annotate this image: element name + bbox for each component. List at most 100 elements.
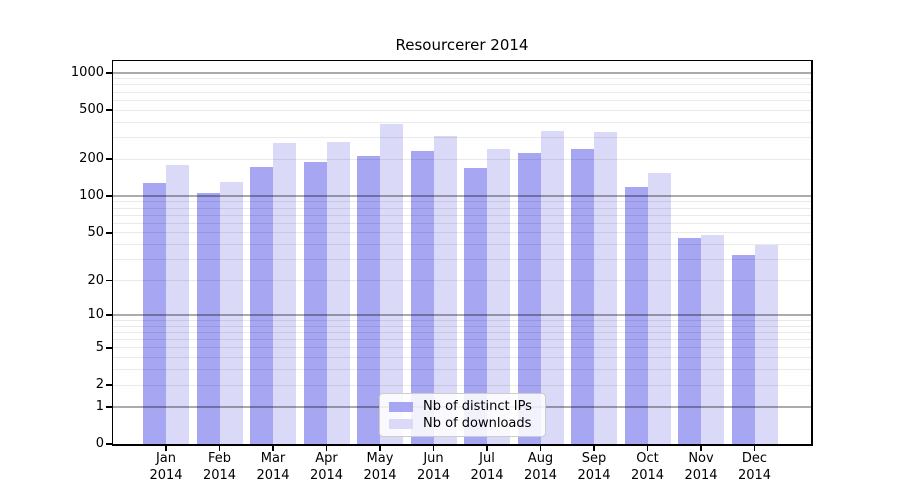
left-spine bbox=[111, 59, 113, 446]
x-tick-label-sep: Sep 2014 bbox=[562, 451, 626, 484]
bar-distinct-ips-dec bbox=[731, 254, 755, 444]
x-tick-mark bbox=[432, 446, 435, 451]
x-tick-mark bbox=[325, 446, 328, 451]
minor-gridline bbox=[113, 99, 811, 101]
legend-label-distinct-ips: Nb of distinct IPs bbox=[423, 399, 532, 414]
y-tick-mark bbox=[105, 443, 112, 445]
bar-downloads-jun bbox=[433, 135, 457, 444]
x-tick-mark bbox=[539, 446, 542, 451]
minor-gridline bbox=[113, 91, 811, 93]
x-tick-mark bbox=[165, 446, 167, 451]
year-label: 2014 bbox=[470, 467, 504, 483]
month-label: Mar bbox=[260, 451, 286, 466]
legend-item-distinct-ips: Nb of distinct IPs bbox=[389, 399, 536, 414]
minor-gridline bbox=[113, 339, 811, 340]
year-label: 2014 bbox=[737, 467, 772, 483]
bottom-spine bbox=[111, 444, 813, 446]
minor-gridline bbox=[113, 369, 811, 371]
month-label: Dec bbox=[741, 451, 768, 466]
major-gridline bbox=[113, 72, 811, 74]
x-tick-mark bbox=[593, 446, 595, 451]
x-tick-label-nov: Nov 2014 bbox=[669, 451, 733, 484]
bar-distinct-ips-nov bbox=[678, 238, 701, 444]
minor-gridline bbox=[113, 109, 811, 111]
month-label: Sep bbox=[581, 451, 607, 466]
year-label: 2014 bbox=[416, 467, 451, 483]
bar-downloads-mar bbox=[273, 143, 296, 444]
y-tick-label: 2 bbox=[95, 377, 104, 392]
x-tick-label-apr: Apr 2014 bbox=[295, 451, 359, 484]
bar-distinct-ips-sep bbox=[571, 149, 594, 444]
y-tick-label: 5 bbox=[95, 339, 104, 355]
bar-distinct-ips-may bbox=[357, 156, 380, 444]
y-tick-label: 1000 bbox=[70, 64, 104, 80]
legend-item-downloads: Nb of downloads bbox=[389, 416, 536, 431]
legend-swatch-downloads bbox=[389, 418, 413, 429]
minor-gridline bbox=[113, 347, 811, 349]
month-label: Nov bbox=[688, 451, 714, 466]
minor-gridline bbox=[113, 259, 811, 261]
legend: Nb of distinct IPs Nb of downloads bbox=[379, 393, 546, 437]
x-tick-label-oct: Oct 2014 bbox=[616, 451, 680, 484]
month-label: Aug bbox=[527, 451, 554, 466]
y-tick-mark bbox=[105, 72, 112, 74]
minor-gridline bbox=[113, 222, 811, 224]
minor-gridline bbox=[113, 201, 811, 203]
year-label: 2014 bbox=[256, 467, 290, 483]
bar-distinct-ips-aug bbox=[517, 153, 541, 444]
major-gridline bbox=[113, 195, 811, 197]
y-tick-mark bbox=[105, 314, 112, 316]
bar-distinct-ips-apr bbox=[303, 161, 327, 444]
minor-gridline bbox=[113, 158, 811, 160]
bar-downloads-may bbox=[380, 124, 403, 444]
x-tick-mark bbox=[646, 446, 649, 451]
x-tick-mark bbox=[753, 446, 756, 451]
bar-distinct-ips-jul bbox=[464, 168, 487, 444]
bar-downloads-oct bbox=[647, 173, 671, 444]
year-label: 2014 bbox=[523, 467, 558, 483]
minor-gridline bbox=[113, 214, 811, 216]
year-label: 2014 bbox=[202, 467, 237, 483]
x-tick-label-dec: Dec 2014 bbox=[723, 451, 787, 484]
y-tick-label: 10 bbox=[87, 307, 104, 323]
plot-area bbox=[113, 61, 811, 444]
bar-distinct-ips-oct bbox=[624, 186, 648, 444]
legend-label-downloads: Nb of downloads bbox=[423, 416, 532, 431]
month-label: Jan bbox=[155, 451, 177, 466]
minor-gridline bbox=[113, 121, 811, 123]
minor-gridline bbox=[113, 84, 811, 86]
bar-downloads-dec bbox=[754, 244, 778, 444]
year-label: 2014 bbox=[309, 467, 344, 483]
bar-downloads-nov bbox=[701, 235, 724, 444]
bar-downloads-jul bbox=[487, 149, 510, 444]
top-spine bbox=[111, 59, 813, 61]
bar-downloads-aug bbox=[540, 130, 564, 444]
x-tick-label-aug: Aug 2014 bbox=[509, 451, 573, 484]
minor-gridline bbox=[113, 331, 811, 333]
y-tick-label: 0 bbox=[95, 436, 104, 451]
bar-downloads-feb bbox=[219, 181, 243, 444]
y-tick-mark bbox=[105, 347, 112, 349]
minor-gridline bbox=[113, 319, 811, 321]
y-tick-label: 1 bbox=[95, 398, 104, 414]
month-label: Apr bbox=[315, 451, 338, 466]
minor-gridline bbox=[113, 232, 811, 234]
bar-downloads-jan bbox=[166, 164, 189, 444]
minor-gridline bbox=[113, 280, 811, 281]
year-label: 2014 bbox=[630, 467, 665, 483]
x-tick-label-feb: Feb 2014 bbox=[188, 451, 252, 484]
bar-downloads-sep bbox=[594, 132, 617, 444]
x-tick-label-jun: Jun 2014 bbox=[402, 451, 466, 484]
y-tick-label: 20 bbox=[87, 272, 104, 288]
y-tick-label: 100 bbox=[79, 188, 104, 204]
x-tick-mark bbox=[486, 446, 488, 451]
bar-downloads-apr bbox=[326, 141, 350, 444]
year-label: 2014 bbox=[684, 467, 718, 483]
bar-distinct-ips-mar bbox=[250, 166, 273, 444]
minor-gridline bbox=[113, 244, 811, 246]
minor-gridline bbox=[113, 325, 811, 327]
y-tick-mark bbox=[105, 158, 112, 160]
y-tick-label: 200 bbox=[79, 151, 104, 167]
y-tick-mark bbox=[105, 109, 112, 111]
